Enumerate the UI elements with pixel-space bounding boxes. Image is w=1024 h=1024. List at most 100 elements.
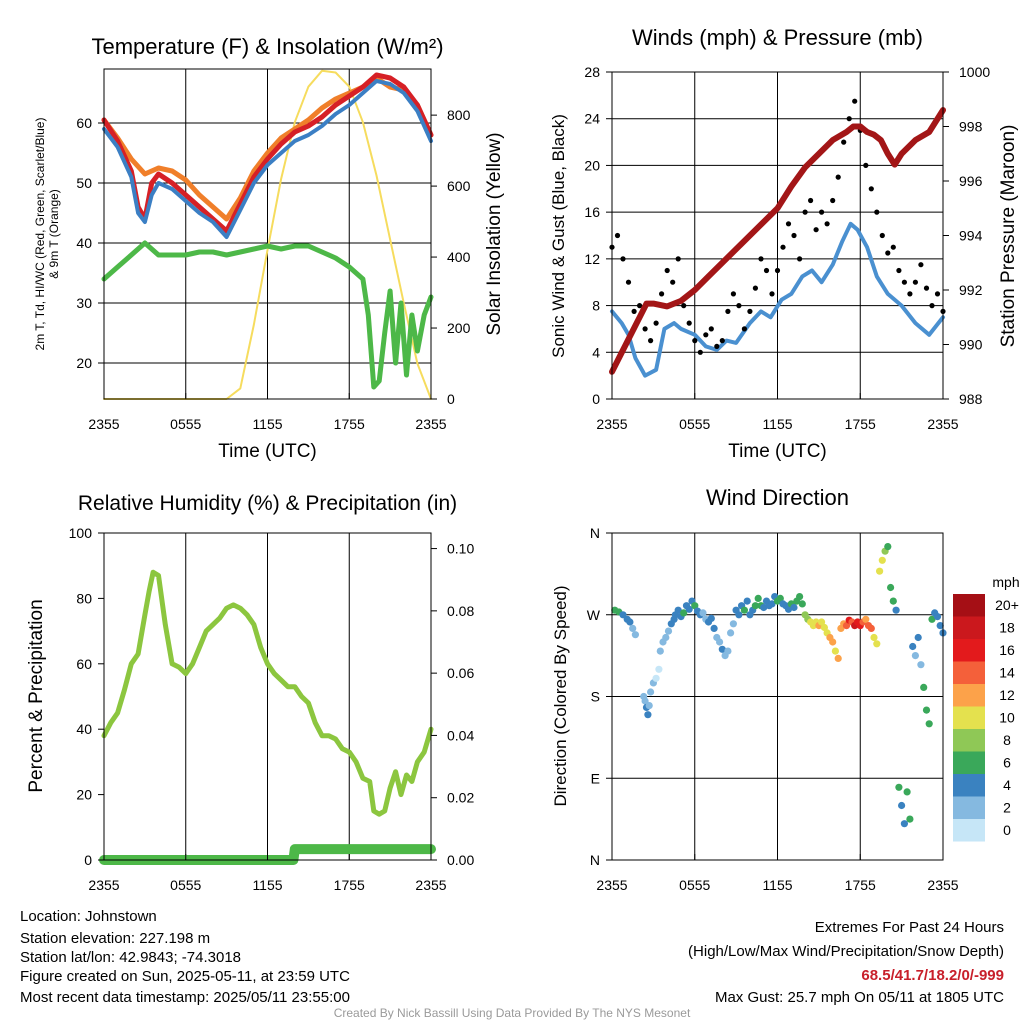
legend-label: 4 — [1003, 777, 1011, 793]
direction-point — [867, 624, 875, 633]
wind-y2tick-label: 994 — [959, 228, 983, 244]
direction-point — [917, 661, 925, 669]
direction-point — [652, 674, 660, 682]
legend-label: 20+ — [995, 597, 1019, 613]
gust-point — [741, 326, 748, 332]
rh-y2tick-label: 0.06 — [447, 665, 474, 681]
direction-point — [699, 609, 707, 617]
wind-ytick-label: 4 — [592, 344, 600, 360]
gust-point — [730, 291, 737, 297]
data-series — [99, 69, 985, 865]
gust-point — [752, 285, 759, 291]
temp-y2tick-label: 0 — [447, 391, 455, 407]
gust-point — [879, 232, 885, 239]
gust-point — [725, 308, 731, 314]
direction-point — [914, 633, 922, 642]
direction-point — [629, 624, 637, 633]
wind-y2tick-label: 988 — [959, 391, 983, 407]
rh-line — [101, 569, 434, 817]
gust-point — [686, 320, 692, 326]
rh-title: Relative Humidity (%) & Precipitation (i… — [78, 492, 457, 515]
gust-point — [620, 256, 626, 262]
temp-xtick-label: 1755 — [334, 416, 365, 432]
legend-label: 12 — [999, 687, 1015, 703]
gust-point — [868, 186, 874, 192]
rh-y2tick-label: 0.08 — [447, 603, 474, 619]
direction-point — [743, 597, 751, 605]
gust-point — [653, 320, 659, 326]
info-created: Figure created on Sun, 2025-05-11, at 23… — [20, 968, 350, 985]
legend-swatch — [953, 796, 985, 819]
rh-xtick-label: 2355 — [415, 877, 446, 893]
gust-point — [719, 338, 725, 344]
gust-point — [791, 232, 797, 239]
legend-label: 18 — [999, 620, 1015, 636]
gust-point — [929, 303, 935, 309]
direction-point — [724, 647, 732, 655]
direction-point — [829, 638, 837, 646]
gust-point — [625, 279, 632, 285]
gust-point — [747, 308, 753, 314]
dewpoint-line — [101, 240, 434, 390]
temp-xtick-label: 1155 — [252, 416, 282, 432]
wind-xtick-label: 2355 — [927, 416, 958, 432]
temp-ytick-label: 40 — [76, 235, 92, 251]
direction-point — [818, 618, 826, 626]
direction-point — [936, 622, 944, 630]
direction-point — [751, 602, 760, 610]
gust-point — [714, 343, 720, 349]
legend-label: 6 — [1003, 755, 1011, 771]
gust-point — [614, 232, 621, 239]
direction-point — [710, 624, 718, 633]
wdir-xtick-label: 2355 — [927, 877, 958, 893]
temp-ytick-label: 30 — [76, 295, 92, 311]
rh-ytick-label: 20 — [76, 787, 92, 803]
temp-y2tick-label: 600 — [447, 178, 471, 194]
direction-point — [754, 594, 762, 603]
direction-point — [760, 603, 768, 612]
legend-label: 8 — [1003, 732, 1011, 748]
gust-point — [912, 279, 919, 285]
credit-line: Created By Nick Bassill Using Data Provi… — [333, 1006, 691, 1020]
direction-point — [887, 583, 895, 592]
direction-point — [735, 611, 743, 619]
legend-title: mph — [992, 574, 1019, 590]
direction-point — [925, 720, 933, 728]
rh-ytick-label: 80 — [76, 590, 92, 606]
info-elevation: Station elevation: 227.198 m — [20, 930, 211, 947]
wdir-xtick-label: 1755 — [845, 877, 876, 893]
wind-y2tick-label: 998 — [959, 119, 983, 135]
rh-ytick-label: 40 — [76, 721, 92, 737]
gust-point — [631, 308, 637, 314]
gust-point — [824, 221, 830, 227]
wind-xtick-label: 2355 — [596, 416, 627, 432]
legend-label: 2 — [1003, 800, 1011, 816]
info-timestamp: Most recent data timestamp: 2025/05/11 2… — [20, 989, 350, 1006]
direction-point — [647, 688, 655, 696]
direction-point — [662, 633, 670, 642]
direction-point — [729, 620, 738, 628]
sonic-wind-line — [610, 221, 945, 378]
gust-point — [763, 267, 770, 274]
wdir-ytick-label: W — [587, 607, 601, 623]
direction-point — [898, 801, 906, 810]
rh-frame — [103, 532, 432, 861]
rh-xtick-label: 0555 — [170, 877, 201, 893]
direction-point — [820, 623, 829, 632]
info-latlon: Station lat/lon: 42.9843; -74.3018 — [20, 949, 242, 966]
legend-label: 14 — [999, 665, 1015, 681]
direction-point — [664, 627, 673, 635]
direction-point — [707, 614, 715, 623]
direction-point — [903, 788, 911, 796]
legend-swatch — [953, 684, 985, 707]
wind-ytick-label: 0 — [592, 391, 600, 407]
gust-point — [819, 209, 825, 215]
wind-xlabel: Time (UTC) — [728, 441, 827, 462]
gust-point — [697, 349, 703, 355]
temp-ytick-label: 50 — [76, 175, 92, 191]
wind-y2label: Station Pressure (Maroon) — [998, 125, 1019, 348]
gust-point — [664, 267, 670, 274]
direction-point — [716, 638, 724, 646]
direction-point — [906, 815, 914, 823]
wind-ytick-label: 28 — [584, 64, 600, 80]
